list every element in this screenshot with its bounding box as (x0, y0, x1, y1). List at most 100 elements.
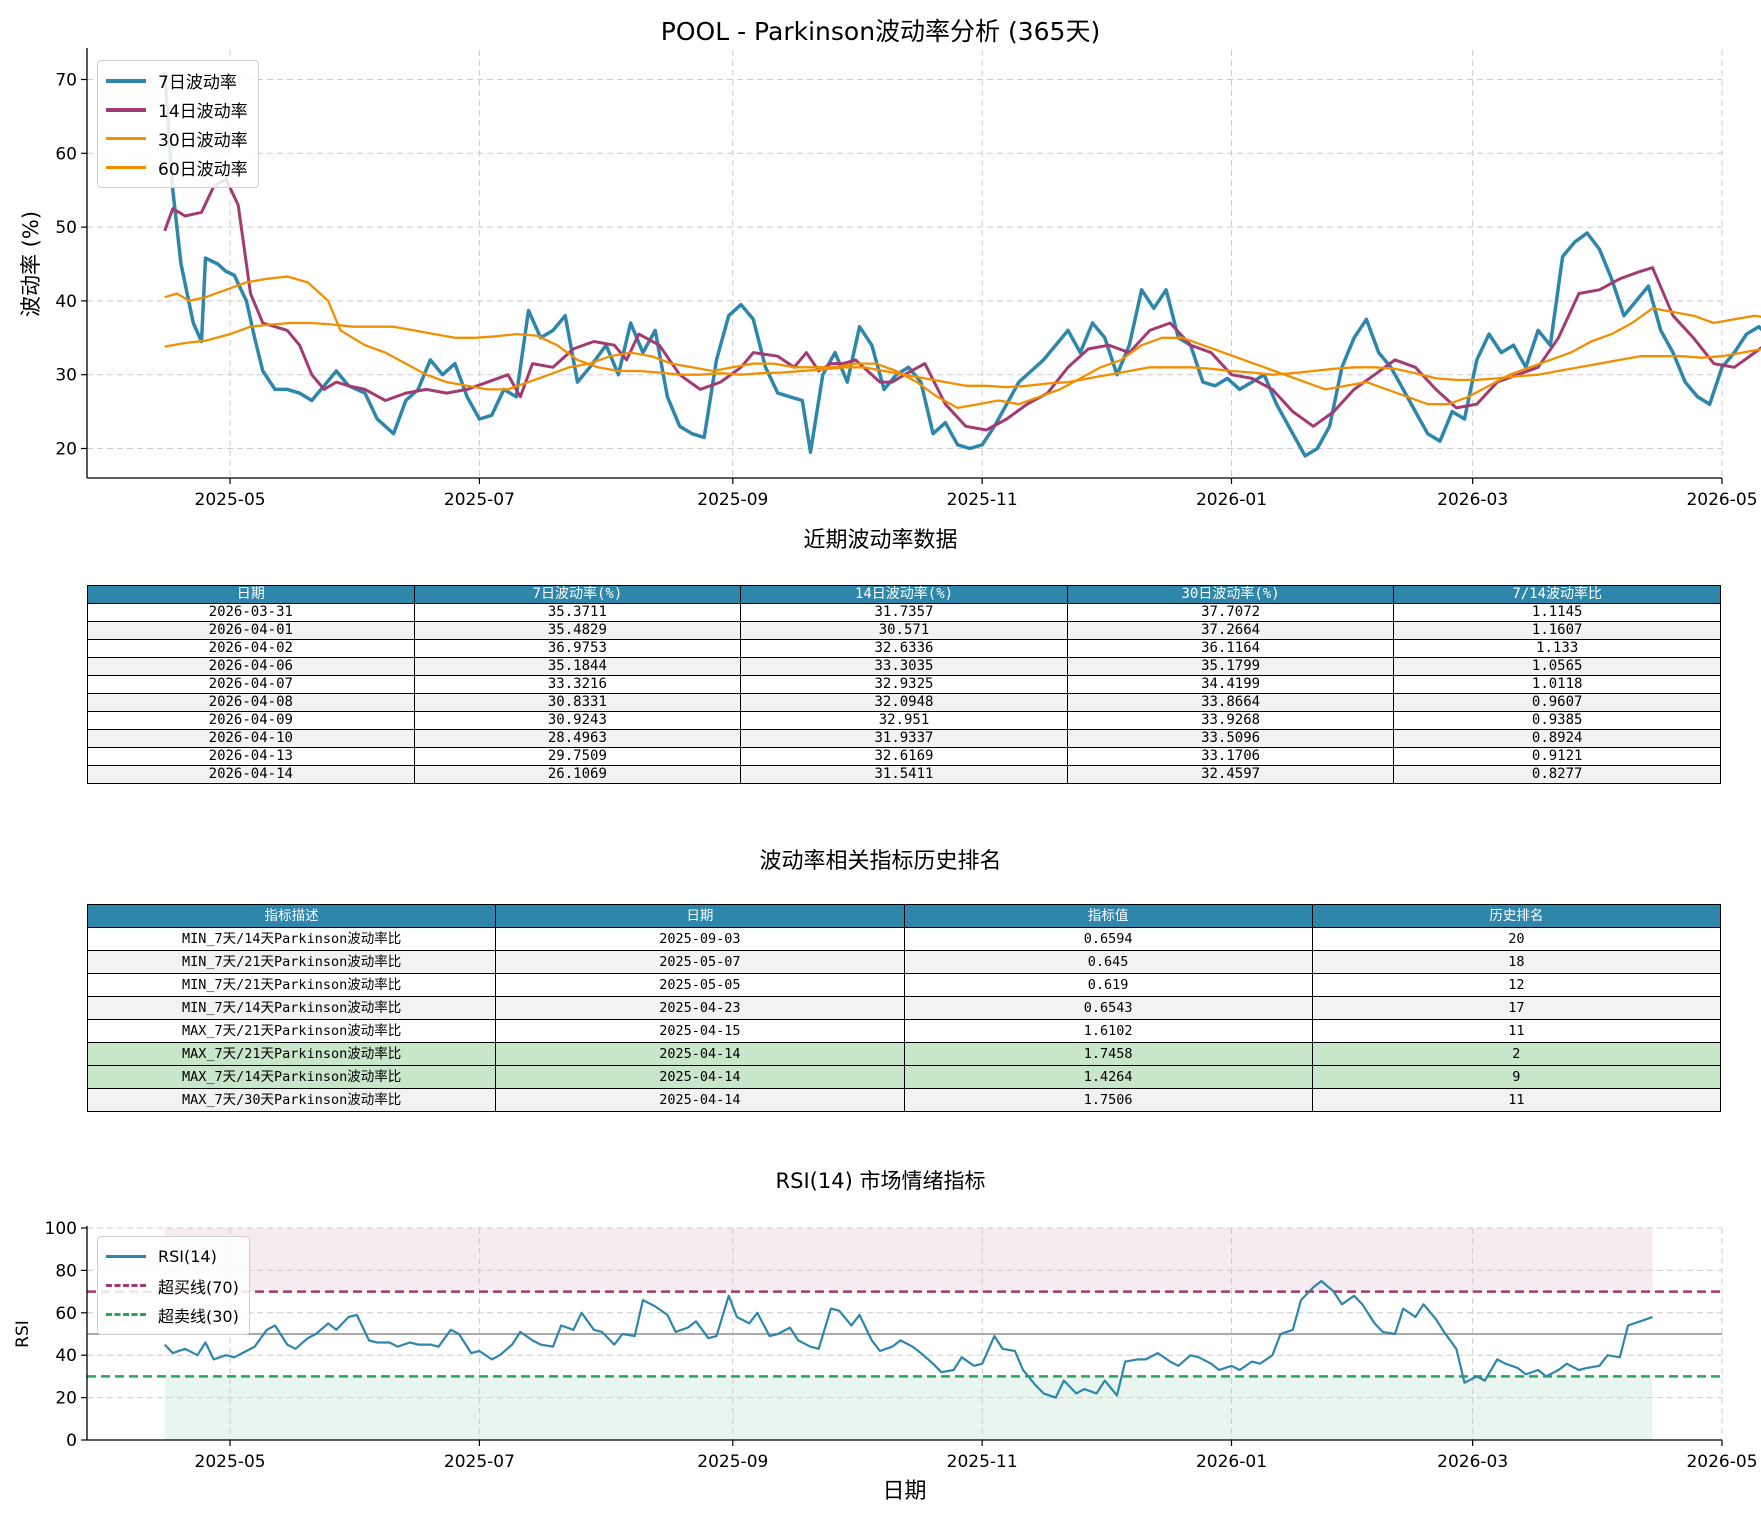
x-tick-label: 2026-05 (1686, 1452, 1757, 1472)
table-cell: 2025-04-15 (495, 1019, 905, 1043)
rank-table: 指标描述 日期 指标值 历史排名 MIN_7天/14天Parkinson波动率比 202… (86, 904, 1722, 1112)
table-cell: 12 (1311, 973, 1722, 997)
rsi-chart: 0 20 40 60 80 100 2025-05 2025-07 2025-09 2025-11… (13, 1219, 1758, 1504)
table-cell: 1.133 (1393, 639, 1721, 658)
table-cell: 2025-05-07 (495, 950, 905, 974)
table-cell: 2026-04-01 (87, 621, 415, 640)
table-row: 2026-03-31 35.3711 31.7357 37.7072 1.1145 (87, 603, 1721, 622)
x-tick-label: 2025-07 (444, 490, 515, 510)
y-axis-label: 波动率 (%) (19, 211, 43, 317)
y-tick-label: 80 (55, 1261, 77, 1281)
table-cell: MIN_7天/21天Parkinson波动率比 (86, 973, 497, 997)
series-line-3 (164, 275, 1761, 410)
table-cell: 20 (1311, 927, 1722, 951)
legend-item-overbought: 超买线(70) (106, 1271, 239, 1300)
table-cell: 0.9607 (1393, 693, 1721, 712)
table-cell: 2026-04-10 (87, 729, 415, 748)
legend-item-rsi: RSI(14) (106, 1242, 239, 1271)
rsi-section-title: RSI(14) 市场情绪指标 (775, 1169, 986, 1193)
table-row: 2026-04-08 30.8331 32.0948 33.8664 0.9607 (87, 693, 1721, 712)
table-row: MAX_7天/21天Parkinson波动率比 2025-04-15 1.6102 1… (86, 1019, 1722, 1043)
table-cell: 32.0948 (740, 693, 1068, 712)
series-line-2 (163, 177, 1761, 432)
table-cell: 0.645 (903, 950, 1313, 974)
table-cell: 34.4199 (1066, 675, 1395, 694)
table-cell: 32.951 (740, 711, 1068, 730)
table-cell: 0.8277 (1393, 765, 1721, 784)
table-cell: 33.1706 (1066, 747, 1395, 766)
table-cell: 2025-09-03 (495, 927, 905, 951)
table-row: 2026-04-14 26.1069 31.5411 32.4597 0.8277 (87, 765, 1721, 784)
rank-table-header: 指标描述 日期 指标值 历史排名 (86, 904, 1722, 928)
rank-header-cell: 指标值 (903, 904, 1313, 928)
legend-label-oversold: 超卖线(30) (158, 1306, 239, 1326)
table-cell: 2 (1311, 1042, 1722, 1066)
table-cell: 29.7509 (413, 747, 742, 766)
vol-header-cell: 30日波动率(%) (1066, 585, 1395, 604)
legend-label-60d: 60日波动率 (158, 160, 248, 180)
table-cell: 31.5411 (740, 765, 1068, 784)
vol-table-header: 日期 7日波动率(%) 14日波动率(%) 30日波动率(%) 7/14波动率比 (87, 585, 1721, 604)
table-cell: 30.571 (740, 621, 1068, 640)
table-cell: 2025-04-23 (495, 996, 905, 1020)
table-row: 2026-04-09 30.9243 32.951 33.9268 0.9385 (87, 711, 1721, 730)
overbought-zone (164, 1228, 1653, 1292)
table-cell: 30.8331 (413, 693, 742, 712)
table-cell: MAX_7天/30天Parkinson波动率比 (86, 1088, 497, 1112)
vol-table: 日期 7日波动率(%) 14日波动率(%) 30日波动率(%) 7/14波动率比 202… (87, 585, 1721, 784)
x-tick-label: 2026-01 (1196, 490, 1267, 510)
table-row: 2026-04-07 33.3216 32.9325 34.4199 1.0118 (87, 675, 1721, 694)
table-cell: 2026-04-07 (87, 675, 415, 694)
y-tick-label: 60 (55, 1304, 77, 1324)
table-cell: 36.9753 (413, 639, 742, 658)
table-cell: 1.1145 (1393, 603, 1721, 622)
table-cell: 33.8664 (1066, 693, 1395, 712)
table-cell: 2026-04-08 (87, 693, 415, 712)
main-title: POOL - Parkinson波动率分析 (365天) (660, 17, 1101, 46)
rank-header-cell: 历史排名 (1311, 904, 1722, 928)
legend-label-30d: 30日波动率 (158, 131, 248, 151)
table-row: 2026-04-13 29.7509 32.6169 33.1706 0.9121 (87, 747, 1721, 766)
table-cell: MAX_7天/14天Parkinson波动率比 (86, 1065, 497, 1089)
x-tick-label: 2025-05 (195, 1452, 266, 1472)
rsi-legend: RSI(14) 超买线(70) 超卖线(30) (97, 1236, 250, 1335)
table-cell: 11 (1311, 1019, 1722, 1043)
table-cell: 30.9243 (413, 711, 742, 730)
table-cell: 2025-04-14 (495, 1042, 905, 1066)
x-tick-label: 2025-11 (947, 1452, 1018, 1472)
table-cell: 28.4963 (413, 729, 742, 748)
legend-label-rsi: RSI(14) (158, 1247, 217, 1266)
volatility-chart: 20 30 40 50 60 70 2025-05 2025-07 2025-09 2025-11… (19, 48, 1761, 510)
table-cell: MIN_7天/14天Parkinson波动率比 (86, 996, 497, 1020)
series-line-1 (162, 71, 1761, 458)
y-tick-label: 40 (55, 1346, 77, 1366)
table-cell: 33.3035 (740, 657, 1068, 676)
x-tick-label: 2026-03 (1437, 490, 1508, 510)
table-cell: 35.3711 (413, 603, 742, 622)
table-cell: 1.7458 (903, 1042, 1313, 1066)
table-cell: 2026-04-09 (87, 711, 415, 730)
table-cell: 0.6594 (903, 927, 1313, 951)
legend-item-60d: 60日波动率 (106, 153, 248, 182)
table-row: 2026-04-02 36.9753 32.6336 36.1164 1.133 (87, 639, 1721, 658)
table-cell: 32.6169 (740, 747, 1068, 766)
table-cell: 2025-04-14 (495, 1088, 905, 1112)
x-tick-label: 2025-09 (697, 490, 768, 510)
table-cell: 33.5096 (1066, 729, 1395, 748)
x-tick-label: 2025-07 (444, 1452, 515, 1472)
legend-item-7d: 7日波动率 (106, 66, 248, 95)
table-row: MIN_7天/14天Parkinson波动率比 2025-04-23 0.6543 1… (86, 996, 1722, 1020)
table-cell: 1.4264 (903, 1065, 1313, 1089)
table-cell: 33.3216 (413, 675, 742, 694)
table-cell: MIN_7天/21天Parkinson波动率比 (86, 950, 497, 974)
table-cell: 0.9385 (1393, 711, 1721, 730)
table-cell: 2025-04-14 (495, 1065, 905, 1089)
table-cell: 18 (1311, 950, 1722, 974)
table-cell: 11 (1311, 1088, 1722, 1112)
vol-header-cell: 7/14波动率比 (1393, 585, 1721, 604)
legend-label-14d: 14日波动率 (158, 102, 248, 122)
table-cell: MIN_7天/14天Parkinson波动率比 (86, 927, 497, 951)
table-cell: 1.0118 (1393, 675, 1721, 694)
table-cell: 1.7506 (903, 1088, 1313, 1112)
table-cell: 31.9337 (740, 729, 1068, 748)
